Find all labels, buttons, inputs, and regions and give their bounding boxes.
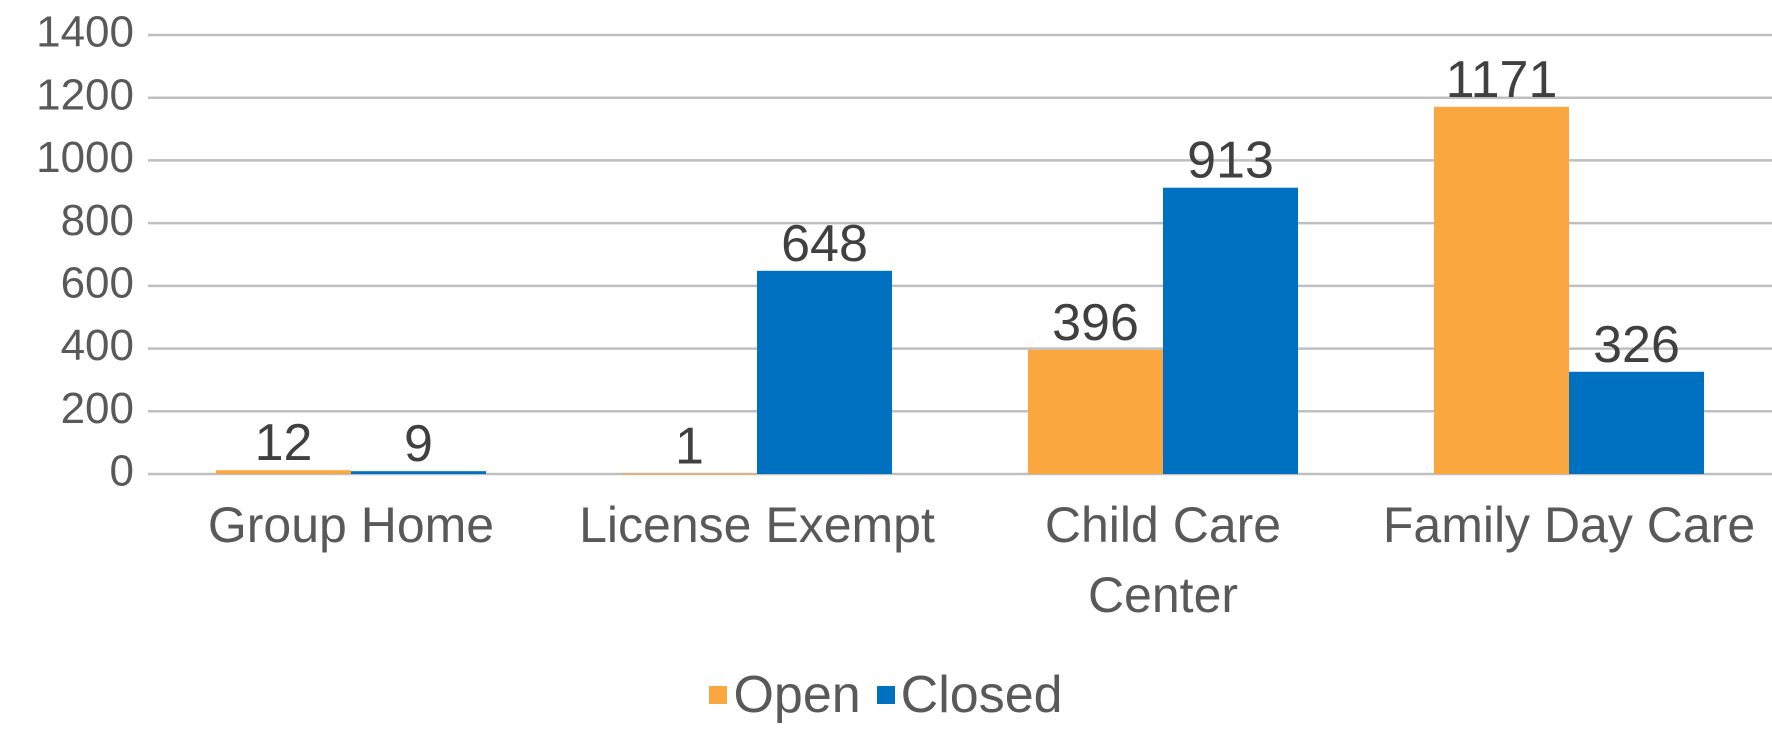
bar <box>622 473 757 475</box>
y-tick-label: 200 <box>61 384 134 433</box>
x-tick-label: License Exempt <box>579 497 935 553</box>
x-tick-label: Child Care Center <box>1044 497 1282 623</box>
y-tick-label: 1200 <box>36 70 134 119</box>
value-label: 12 <box>255 414 313 472</box>
y-tick-label: 400 <box>61 321 134 370</box>
legend-item: Closed <box>876 665 1063 725</box>
value-label: 326 <box>1593 316 1680 374</box>
y-tick-label: 1000 <box>36 133 134 182</box>
bar <box>1028 349 1163 474</box>
bar <box>351 471 486 474</box>
value-label: 913 <box>1187 132 1274 190</box>
value-label: 9 <box>404 415 433 473</box>
bar <box>1163 187 1298 474</box>
value-label: 396 <box>1052 294 1139 352</box>
legend-item: Open <box>709 665 861 725</box>
y-tick-label: 600 <box>61 258 134 307</box>
legend-label: Closed <box>900 666 1063 724</box>
legend-label: Open <box>733 666 861 724</box>
legend-swatch <box>709 686 728 704</box>
value-label: 648 <box>781 215 868 273</box>
y-tick-label: 0 <box>110 447 134 496</box>
value-label: 1171 <box>1446 51 1558 109</box>
legend-swatch <box>876 686 895 704</box>
bar <box>757 270 892 474</box>
y-tick-label: 800 <box>61 196 134 245</box>
bar <box>1569 371 1704 474</box>
bar <box>216 470 351 474</box>
legend: Open Closed <box>0 665 1772 725</box>
x-tick-label: Family Day Care <box>1382 497 1756 553</box>
bar <box>1434 106 1569 474</box>
x-tick-label: Group Home <box>207 497 495 553</box>
y-tick-label: 1400 <box>36 8 134 57</box>
value-label: 1 <box>675 418 704 476</box>
